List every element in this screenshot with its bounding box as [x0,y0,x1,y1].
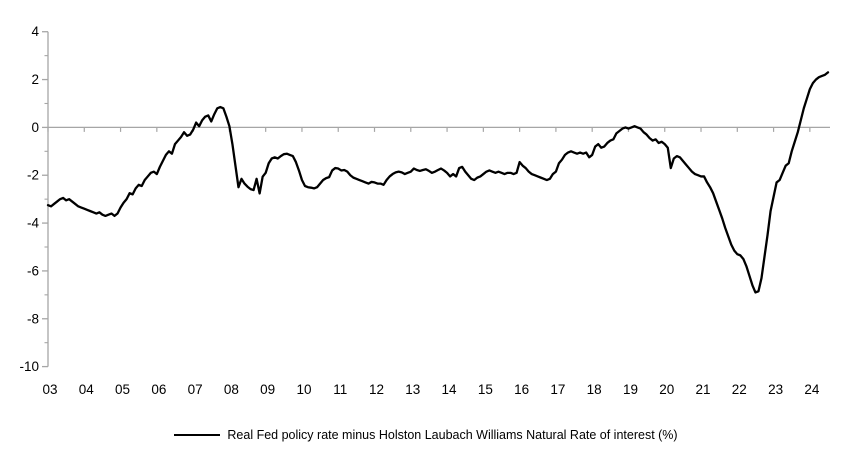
x-axis-tick-label: 05 [115,382,130,397]
x-axis-tick-label: 04 [79,382,95,397]
y-axis-tick-label: 0 [31,120,39,135]
x-axis-tick-label: 13 [405,382,420,397]
y-axis-tick-label: 4 [31,24,39,39]
x-axis-tick-label: 07 [188,382,203,397]
y-axis-tick-label: -10 [19,359,39,374]
x-axis-tick-label: 19 [623,382,638,397]
x-axis-tick-label: 21 [696,382,711,397]
x-axis-tick-label: 06 [151,382,166,397]
x-axis-tick-label: 08 [224,382,239,397]
legend-label: Real Fed policy rate minus Holston Lauba… [227,428,678,442]
x-axis-tick-label: 10 [296,382,311,397]
y-axis-tick-label: -2 [27,168,39,183]
y-axis-tick-label: 2 [31,72,39,87]
x-axis-tick-label: 03 [42,382,57,397]
legend-line-swatch [174,434,221,436]
x-axis-tick-label: 14 [442,382,458,397]
y-axis-tick-label: -8 [27,311,39,326]
x-axis-tick-label: 15 [478,382,493,397]
x-axis-tick-label: 11 [333,382,347,397]
legend: Real Fed policy rate minus Holston Lauba… [0,428,852,442]
x-axis-tick-label: 17 [550,382,565,397]
x-axis-tick-label: 23 [768,382,783,397]
x-axis-tick-label: 09 [260,382,275,397]
x-axis-tick-label: 20 [659,382,674,397]
x-axis-tick-label: 22 [732,382,747,397]
x-axis-tick-label: 12 [369,382,384,397]
x-axis-tick-label: 18 [587,382,602,397]
x-axis-tick-label: 16 [514,382,529,397]
y-axis-tick-label: -6 [27,263,39,278]
y-axis-tick-label: -4 [27,216,39,231]
data-line-series [46,71,830,294]
x-axis-tick-label: 24 [804,382,820,397]
